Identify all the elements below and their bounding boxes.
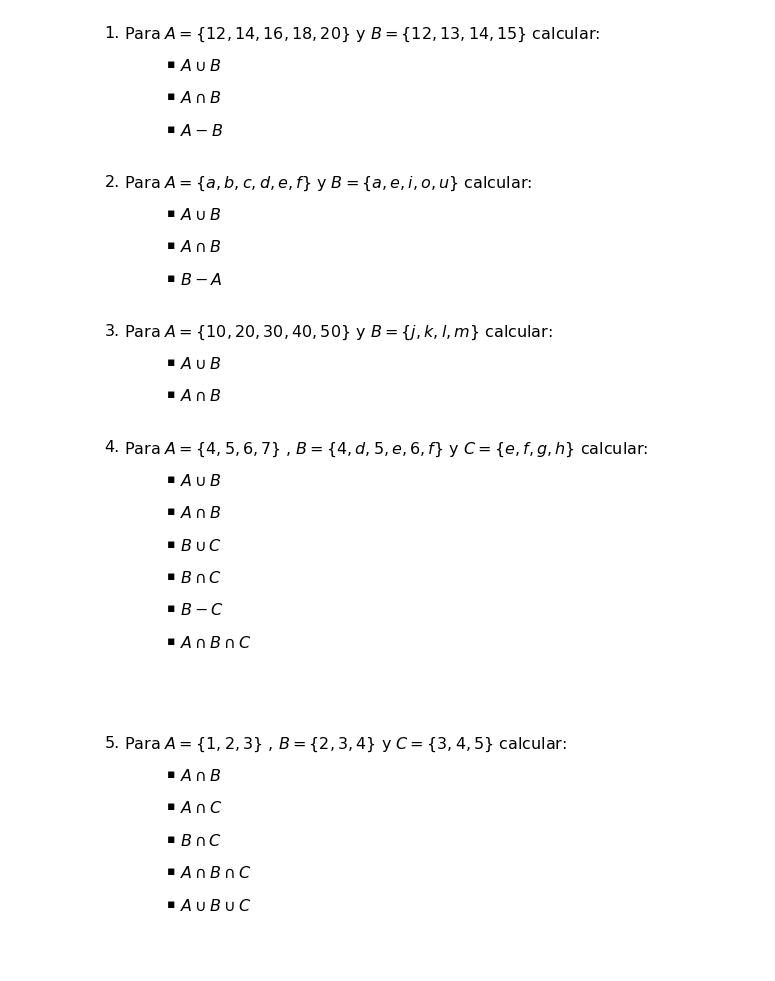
Text: 2.: 2.	[105, 175, 120, 189]
Text: ▪: ▪	[167, 538, 175, 550]
Text: $A \cap B$: $A \cap B$	[180, 388, 222, 404]
Text: $A \cap B \cap C$: $A \cap B \cap C$	[180, 635, 252, 650]
Text: ▪: ▪	[167, 58, 175, 71]
Text: $B \cap C$: $B \cap C$	[180, 833, 222, 849]
Text: $B - C$: $B - C$	[180, 602, 223, 618]
Text: ▪: ▪	[167, 356, 175, 369]
Text: Para $A = \{12,14,16,18,20\}$ y $B = \{12,13,14,15\}$ calcular:: Para $A = \{12,14,16,18,20\}$ y $B = \{1…	[124, 26, 601, 44]
Text: ▪: ▪	[167, 570, 175, 583]
Text: $A - B$: $A - B$	[180, 123, 223, 138]
Text: $A \cup B$: $A \cup B$	[180, 207, 222, 223]
Text: ▪: ▪	[167, 865, 175, 878]
Text: $B \cup C$: $B \cup C$	[180, 538, 222, 553]
Text: ▪: ▪	[167, 505, 175, 518]
Text: $B \cap C$: $B \cap C$	[180, 570, 222, 586]
Text: ▪: ▪	[167, 768, 175, 781]
Text: ▪: ▪	[167, 800, 175, 813]
Text: $A \cap B$: $A \cap B$	[180, 768, 222, 784]
Text: ▪: ▪	[167, 388, 175, 401]
Text: ▪: ▪	[167, 635, 175, 647]
Text: 5.: 5.	[105, 736, 120, 750]
Text: ▪: ▪	[167, 207, 175, 220]
Text: ▪: ▪	[167, 123, 175, 135]
Text: ▪: ▪	[167, 272, 175, 284]
Text: ▪: ▪	[167, 898, 175, 910]
Text: Para $A = \{4,5,6,7\}$ , $B = \{4,d,5,e,6,f\}$ y $C = \{e,f,g,h\}$ calcular:: Para $A = \{4,5,6,7\}$ , $B = \{4,d,5,e,…	[124, 440, 649, 459]
Text: Para $A = \{1,2,3\}$ , $B = \{2,3,4\}$ y $C = \{3,4,5\}$ calcular:: Para $A = \{1,2,3\}$ , $B = \{2,3,4\}$ y…	[124, 736, 567, 754]
Text: ▪: ▪	[167, 602, 175, 615]
Text: Para $A = \{a,b,c,d,e,f\}$ y $B = \{a,e,i,o,u\}$ calcular:: Para $A = \{a,b,c,d,e,f\}$ y $B = \{a,e,…	[124, 175, 532, 193]
Text: 4.: 4.	[105, 440, 120, 455]
Text: $A \cap B$: $A \cap B$	[180, 505, 222, 521]
Text: ▪: ▪	[167, 473, 175, 486]
Text: 3.: 3.	[105, 324, 120, 338]
Text: Para $A = \{10,20,30,40,50\}$ y $B = \{j,k,l,m\}$ calcular:: Para $A = \{10,20,30,40,50\}$ y $B = \{j…	[124, 324, 553, 342]
Text: $A \cap B$: $A \cap B$	[180, 239, 222, 255]
Text: $A \cap B \cap C$: $A \cap B \cap C$	[180, 865, 252, 881]
Text: $A \cup B$: $A \cup B$	[180, 58, 222, 74]
Text: $B - A$: $B - A$	[180, 272, 222, 287]
Text: 1.: 1.	[105, 26, 120, 40]
Text: $A \cup B$: $A \cup B$	[180, 473, 222, 489]
Text: ▪: ▪	[167, 239, 175, 252]
Text: ▪: ▪	[167, 833, 175, 846]
Text: $A \cap C$: $A \cap C$	[180, 800, 222, 816]
Text: $A \cup B \cup C$: $A \cup B \cup C$	[180, 898, 252, 913]
Text: $A \cap B$: $A \cap B$	[180, 90, 222, 106]
Text: $A \cup B$: $A \cup B$	[180, 356, 222, 372]
Text: ▪: ▪	[167, 90, 175, 103]
